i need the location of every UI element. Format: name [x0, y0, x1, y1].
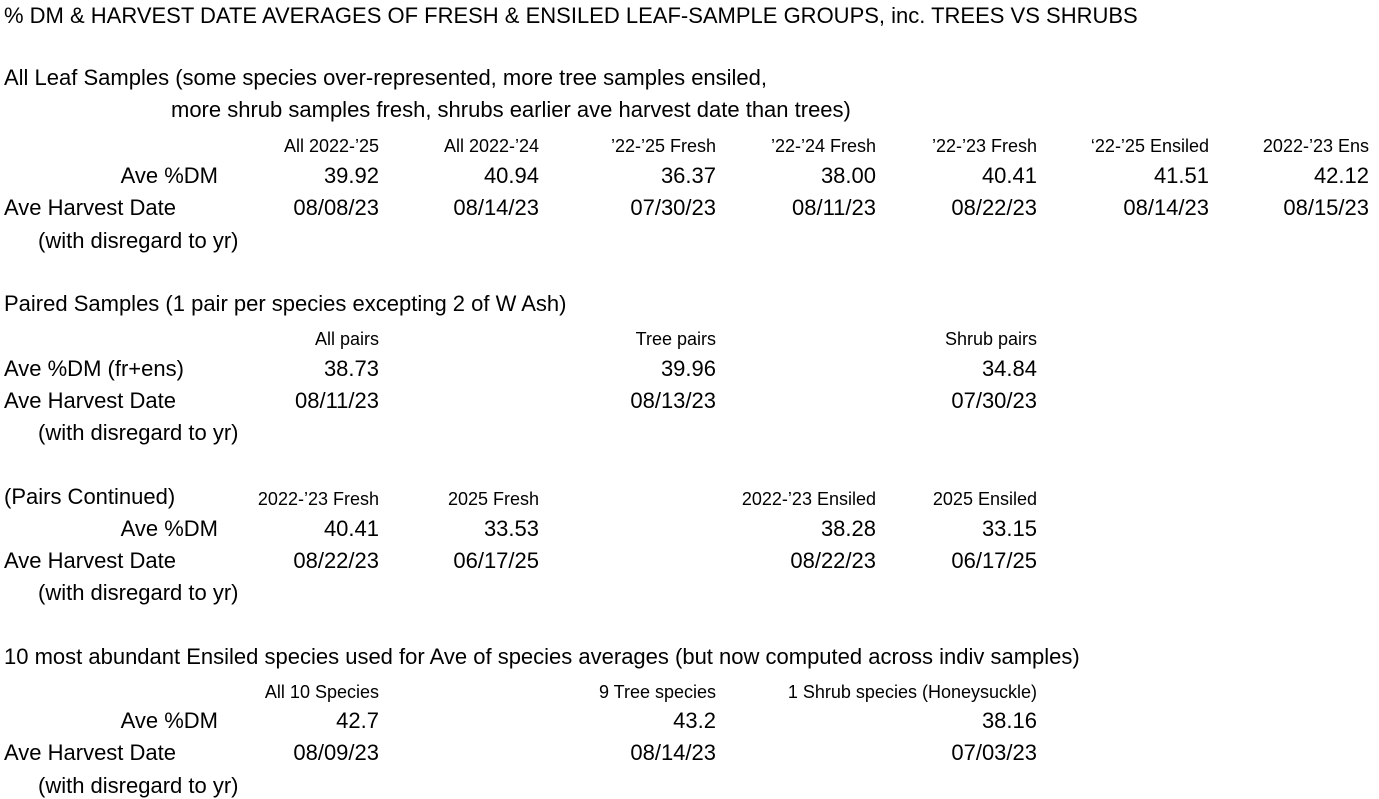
cell: 08/14/23 [630, 740, 716, 765]
section-heading: 10 most abundant Ensiled species used fo… [4, 644, 1080, 669]
cell: 08/11/23 [791, 195, 876, 220]
row-label: Ave %DM [120, 163, 218, 188]
cell: 38.28 [820, 516, 876, 541]
col-header: All 2022-’24 [443, 136, 539, 156]
cell: 08/11/23 [294, 388, 379, 413]
col-header: 2022-’23 Ens [1262, 136, 1369, 156]
cell: 08/14/23 [453, 195, 539, 220]
col-header: 2022-’23 Ensiled [741, 489, 876, 509]
cell: 07/30/23 [630, 195, 716, 220]
col-header: All 10 Species [264, 682, 379, 702]
cell: 40.41 [981, 163, 1037, 188]
cell: 08/22/23 [293, 548, 379, 573]
cell: 06/17/25 [453, 548, 539, 573]
col-header: 9 Tree species [598, 682, 716, 702]
section-heading: Paired Samples (1 pair per species excep… [4, 291, 567, 316]
section-heading: All Leaf Samples (some species over-repr… [4, 65, 768, 90]
cell: 36.37 [660, 163, 716, 188]
cell: 40.94 [483, 163, 539, 188]
cell: 42.12 [1313, 163, 1369, 188]
cell: 43.2 [673, 708, 716, 733]
cell: 40.41 [323, 516, 379, 541]
cell: 08/08/23 [293, 195, 379, 220]
cell: 08/15/23 [1283, 195, 1369, 220]
cell: 39.96 [660, 356, 716, 381]
cell: 38.16 [981, 708, 1037, 733]
row-label: Ave %DM [120, 708, 218, 733]
row-label: Ave Harvest Date [4, 195, 177, 220]
note: (with disregard to yr) [38, 580, 239, 605]
col-header: ‘22-’25 Ensiled [1090, 136, 1209, 156]
col-header: Tree pairs [635, 329, 716, 349]
col-header: All 2022-’25 [283, 136, 379, 156]
cell: 38.73 [323, 356, 379, 381]
section-heading: (Pairs Continued) [4, 484, 176, 509]
col-header: 2022-’23 Fresh [257, 489, 379, 509]
cell: 08/22/23 [951, 195, 1037, 220]
col-header: ’22-’25 Fresh [610, 136, 716, 156]
col-header: 2025 Fresh [447, 489, 539, 509]
cell: 06/17/25 [951, 548, 1037, 573]
cell: 42.7 [336, 708, 379, 733]
cell: 34.84 [981, 356, 1037, 381]
note: (with disregard to yr) [38, 420, 239, 445]
col-header: All pairs [314, 329, 379, 349]
cell: 08/09/23 [293, 740, 379, 765]
note: (with disregard to yr) [38, 228, 239, 253]
row-label: Ave Harvest Date [4, 388, 177, 413]
note: (with disregard to yr) [38, 773, 239, 798]
col-header: ’22-’23 Fresh [931, 136, 1037, 156]
cell: 08/14/23 [1123, 195, 1209, 220]
cell: 41.51 [1153, 163, 1209, 188]
col-header: ’22-’24 Fresh [770, 136, 876, 156]
cell: 38.00 [820, 163, 876, 188]
page-title: % DM & HARVEST DATE AVERAGES OF FRESH & … [4, 3, 1138, 28]
row-label: Ave %DM [120, 516, 218, 541]
row-label: Ave Harvest Date [4, 740, 177, 765]
col-header: 1 Shrub species (Honeysuckle) [787, 682, 1037, 702]
row-label: Ave %DM (fr+ens) [4, 356, 184, 381]
cell: 07/03/23 [951, 740, 1037, 765]
col-header: Shrub pairs [944, 329, 1037, 349]
cell: 33.15 [981, 516, 1037, 541]
row-label: Ave Harvest Date [4, 548, 177, 573]
cell: 33.53 [483, 516, 539, 541]
section-heading-cont: more shrub samples fresh, shrubs earlier… [171, 97, 851, 122]
cell: 08/22/23 [790, 548, 876, 573]
col-header: 2025 Ensiled [932, 489, 1037, 509]
cell: 07/30/23 [951, 388, 1037, 413]
cell: 39.92 [323, 163, 379, 188]
cell: 08/13/23 [630, 388, 716, 413]
